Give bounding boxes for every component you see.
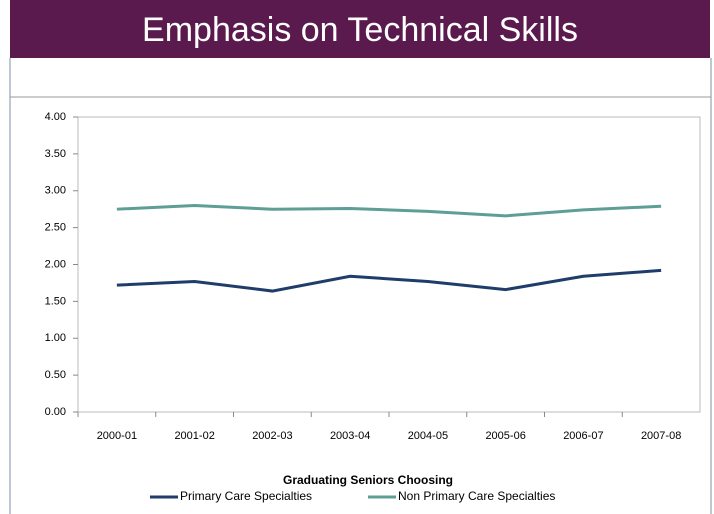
y-tick-label: 3.00 xyxy=(45,185,66,197)
y-tick-label: 2.50 xyxy=(45,222,66,234)
x-tick-label: 2006-07 xyxy=(563,430,603,442)
legend-title: Graduating Seniors Choosing xyxy=(283,473,453,487)
y-tick-label: 1.50 xyxy=(45,295,66,307)
x-tick-label: 2007-08 xyxy=(641,430,681,442)
x-tick-label: 2003-04 xyxy=(330,430,370,442)
header-bar xyxy=(10,0,710,58)
x-tick-label: 2004-05 xyxy=(408,430,448,442)
chart-title: Emphasis on Technical Skills xyxy=(142,11,578,49)
x-tick-label: 2001-02 xyxy=(174,430,214,442)
x-tick-label: 2005-06 xyxy=(485,430,525,442)
y-tick-label: 2.00 xyxy=(45,258,66,270)
x-tick-label: 2000-01 xyxy=(97,430,137,442)
y-tick-label: 1.00 xyxy=(45,332,66,344)
line-series xyxy=(116,268,662,293)
legend-label: Primary Care Specialties xyxy=(180,489,312,503)
line-series xyxy=(116,203,662,218)
legend-label: Non Primary Care Specialties xyxy=(398,489,555,503)
y-tick-label: 0.00 xyxy=(45,406,66,418)
y-tick-label: 4.00 xyxy=(45,111,66,123)
y-tick-label: 3.50 xyxy=(45,148,66,160)
x-tick-label: 2002-03 xyxy=(252,430,292,442)
y-tick-label: 0.50 xyxy=(45,369,66,381)
